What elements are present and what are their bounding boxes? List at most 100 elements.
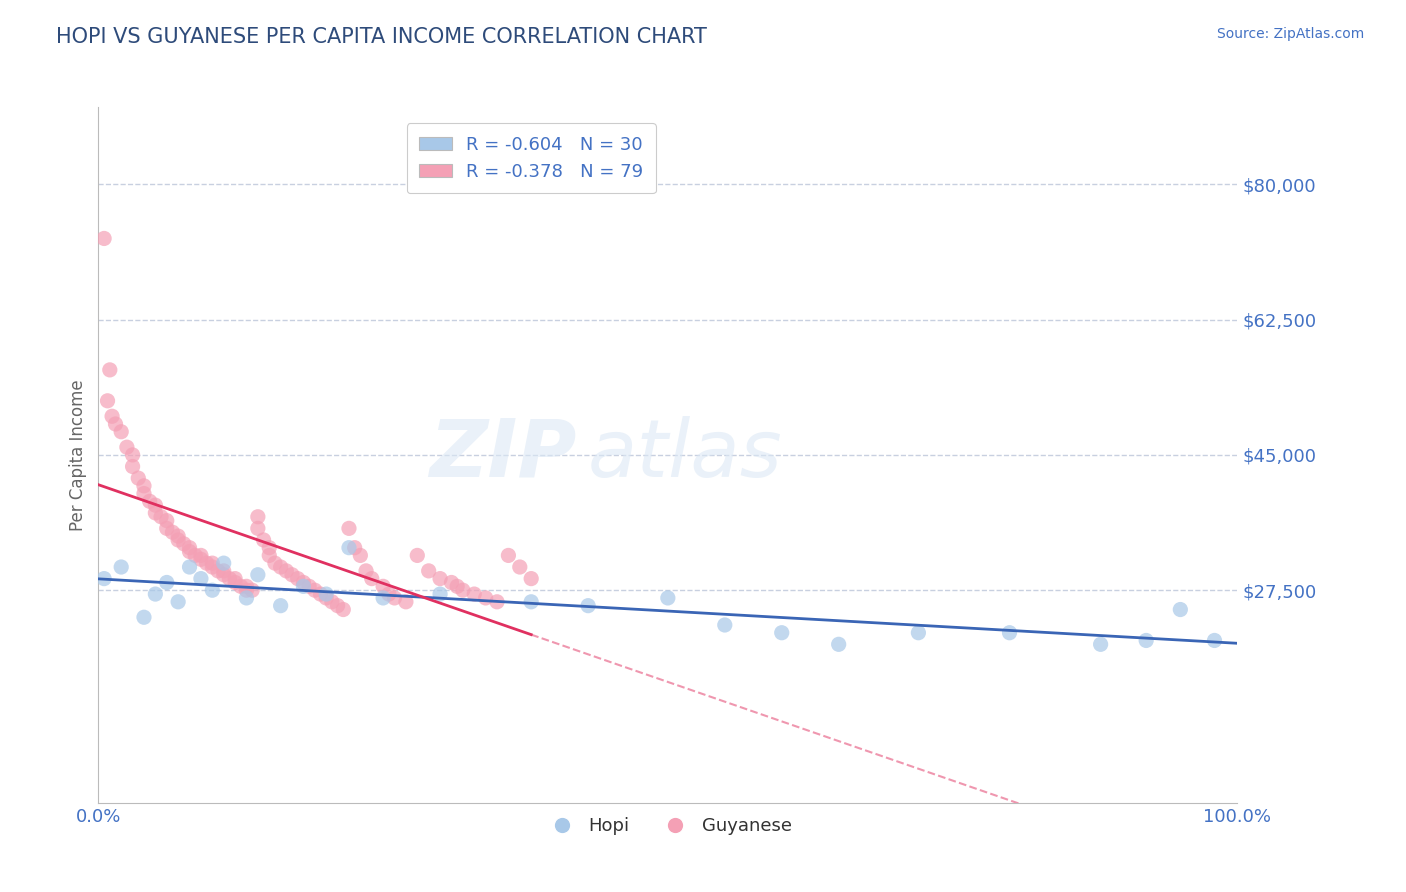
Point — [486, 595, 509, 609]
Point — [179, 560, 201, 574]
Point — [201, 583, 224, 598]
Point — [287, 572, 309, 586]
Point — [96, 393, 118, 408]
Point — [270, 599, 292, 613]
Point — [229, 579, 252, 593]
Point — [276, 564, 298, 578]
Point — [132, 479, 155, 493]
Point — [440, 575, 463, 590]
Point — [115, 440, 138, 454]
Point — [474, 591, 496, 605]
Point — [156, 521, 179, 535]
Point — [259, 541, 281, 555]
Point — [201, 556, 224, 570]
Point — [246, 567, 269, 582]
Point — [298, 579, 321, 593]
Point — [167, 529, 190, 543]
Point — [167, 595, 190, 609]
Point — [145, 506, 167, 520]
Point — [498, 549, 520, 563]
Point — [212, 564, 235, 578]
Point — [162, 525, 184, 540]
Point — [315, 587, 337, 601]
Text: ZIP: ZIP — [429, 416, 576, 494]
Point — [121, 459, 143, 474]
Point — [657, 591, 679, 605]
Point — [132, 610, 155, 624]
Point — [190, 549, 212, 563]
Point — [907, 625, 929, 640]
Point — [395, 595, 418, 609]
Point — [179, 544, 201, 558]
Point — [371, 579, 394, 593]
Point — [326, 599, 349, 613]
Point — [1090, 637, 1112, 651]
Point — [252, 533, 274, 547]
Point — [304, 583, 326, 598]
Point — [224, 572, 246, 586]
Point — [167, 533, 190, 547]
Point — [190, 552, 212, 566]
Point — [509, 560, 531, 574]
Point — [1170, 602, 1192, 616]
Point — [337, 541, 360, 555]
Point — [429, 572, 451, 586]
Point — [201, 560, 224, 574]
Point — [156, 514, 179, 528]
Point — [173, 537, 195, 551]
Point — [98, 363, 121, 377]
Point — [235, 583, 257, 598]
Point — [309, 587, 332, 601]
Point — [246, 509, 269, 524]
Point — [132, 486, 155, 500]
Point — [179, 541, 201, 555]
Point — [463, 587, 485, 601]
Point — [150, 509, 173, 524]
Point — [212, 556, 235, 570]
Point — [360, 572, 382, 586]
Point — [576, 599, 599, 613]
Point — [104, 417, 127, 431]
Point — [429, 587, 451, 601]
Point — [93, 572, 115, 586]
Point — [378, 587, 401, 601]
Point — [1204, 633, 1226, 648]
Point — [337, 521, 360, 535]
Point — [446, 579, 468, 593]
Text: atlas: atlas — [588, 416, 783, 494]
Point — [770, 625, 793, 640]
Point — [270, 560, 292, 574]
Point — [240, 583, 263, 598]
Point — [207, 564, 229, 578]
Text: Source: ZipAtlas.com: Source: ZipAtlas.com — [1216, 27, 1364, 41]
Point — [224, 575, 246, 590]
Point — [138, 494, 160, 508]
Point — [292, 575, 315, 590]
Point — [998, 625, 1021, 640]
Point — [281, 567, 304, 582]
Point — [235, 579, 257, 593]
Text: HOPI VS GUYANESE PER CAPITA INCOME CORRELATION CHART: HOPI VS GUYANESE PER CAPITA INCOME CORRE… — [56, 27, 707, 46]
Point — [110, 425, 132, 439]
Point — [195, 556, 218, 570]
Point — [110, 560, 132, 574]
Point — [332, 602, 354, 616]
Point — [93, 231, 115, 245]
Point — [246, 521, 269, 535]
Point — [406, 549, 429, 563]
Point — [315, 591, 337, 605]
Point — [371, 591, 394, 605]
Point — [121, 448, 143, 462]
Point — [145, 498, 167, 512]
Point — [349, 549, 371, 563]
Point — [235, 591, 257, 605]
Point — [212, 567, 235, 582]
Point — [520, 572, 543, 586]
Point — [156, 575, 179, 590]
Point — [354, 564, 377, 578]
Point — [714, 618, 737, 632]
Point — [184, 549, 207, 563]
Point — [145, 587, 167, 601]
Point — [259, 549, 281, 563]
Point — [418, 564, 440, 578]
